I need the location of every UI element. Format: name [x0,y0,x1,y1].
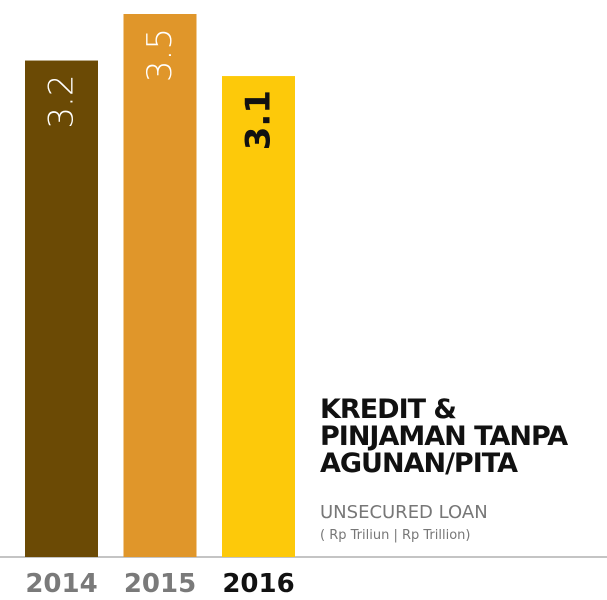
x-tick-label: 2016 [222,569,294,599]
chart-title: KREDIT & [320,394,456,425]
chart-title: AGUNAN/PITA [320,448,518,479]
unit-note: ( Rp Triliun | Rp Trillion) [320,528,470,543]
value-label: 3.1 [239,90,279,150]
bar [222,76,295,558]
value-label: 3.5 [140,28,180,82]
bar [123,14,197,557]
x-tick-label: 2014 [25,569,97,599]
subtitle: UNSECURED LOAN [320,502,488,523]
value-label: 3.2 [42,75,82,129]
x-tick-label: 2015 [124,569,196,599]
bar [25,60,98,558]
chart-title: PINJAMAN TANPA [320,421,568,452]
